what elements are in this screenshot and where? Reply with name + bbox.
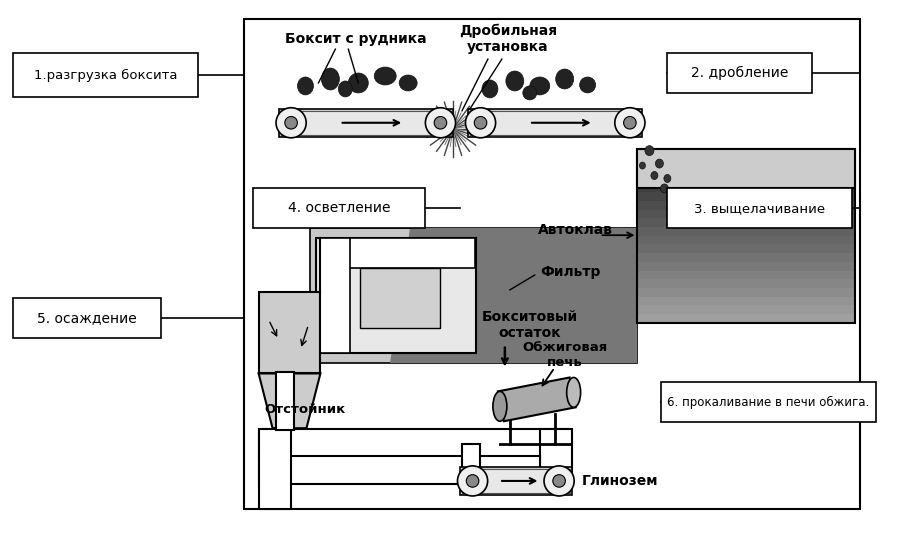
Text: 4. осветление: 4. осветление (288, 201, 391, 215)
Circle shape (544, 466, 574, 496)
Bar (258, 456, 539, 484)
Ellipse shape (482, 80, 498, 98)
Circle shape (465, 108, 495, 138)
Bar (638, 227, 855, 235)
Bar (14, 53, 198, 97)
Bar (258, 429, 568, 457)
Bar (360, 268, 440, 328)
Ellipse shape (493, 391, 507, 421)
Bar (321, 238, 475, 268)
Bar (311, 228, 638, 362)
Ellipse shape (348, 73, 369, 93)
Circle shape (285, 117, 298, 129)
Bar (638, 235, 855, 244)
Circle shape (425, 108, 456, 138)
Bar (638, 149, 855, 323)
Bar (14, 298, 161, 338)
Bar (638, 262, 855, 270)
Bar (278, 109, 453, 137)
Ellipse shape (529, 77, 550, 95)
Bar (638, 149, 855, 158)
Bar (539, 429, 572, 484)
Bar (638, 184, 855, 192)
Circle shape (466, 475, 479, 487)
Ellipse shape (298, 77, 313, 95)
Bar (638, 158, 855, 166)
Bar (276, 372, 293, 430)
Ellipse shape (505, 71, 524, 91)
Bar (468, 109, 642, 137)
Ellipse shape (322, 68, 339, 90)
Bar (638, 244, 855, 253)
Text: 5. осаждение: 5. осаждение (38, 311, 137, 325)
Circle shape (276, 108, 306, 138)
Polygon shape (258, 373, 321, 428)
Bar (667, 53, 811, 93)
Polygon shape (498, 378, 575, 421)
Circle shape (615, 108, 645, 138)
Bar (638, 296, 855, 305)
Ellipse shape (523, 86, 537, 100)
Circle shape (553, 475, 565, 487)
Ellipse shape (580, 77, 596, 93)
Ellipse shape (664, 174, 671, 183)
Bar (638, 305, 855, 314)
Text: Боксит с рудника: Боксит с рудника (285, 32, 426, 46)
Text: Дробильная
установка: Дробильная установка (459, 24, 557, 54)
Bar (638, 219, 855, 227)
Bar (638, 279, 855, 288)
Bar (662, 383, 876, 422)
Bar (638, 166, 855, 175)
Bar (258, 292, 321, 373)
Bar (280, 111, 451, 135)
Ellipse shape (338, 81, 352, 97)
Polygon shape (391, 228, 638, 362)
Bar (638, 201, 855, 210)
Text: Фильтр: Фильтр (539, 265, 600, 279)
Ellipse shape (645, 146, 654, 156)
Text: Глинозем: Глинозем (582, 474, 658, 488)
Circle shape (434, 117, 447, 129)
Text: Отстойник: Отстойник (265, 403, 346, 416)
Text: Обжиговая
печь: Обжиговая печь (522, 341, 607, 368)
Bar (667, 189, 852, 228)
Text: 1.разгрузка боксита: 1.разгрузка боксита (34, 69, 177, 82)
Bar (638, 175, 855, 184)
Ellipse shape (374, 67, 396, 85)
Ellipse shape (567, 378, 581, 407)
Bar (638, 149, 855, 189)
Bar (470, 111, 641, 135)
Bar (316, 238, 476, 353)
Bar (638, 314, 855, 323)
Text: Бокситовый
остаток: Бокситовый остаток (482, 310, 578, 340)
Text: 3. выщелачивание: 3. выщелачивание (694, 202, 825, 215)
Bar (321, 238, 350, 353)
Bar (460, 467, 572, 495)
Ellipse shape (655, 159, 664, 168)
Circle shape (624, 117, 636, 129)
Bar (638, 270, 855, 279)
Bar (253, 189, 425, 228)
Text: 6. прокаливание в печи обжига.: 6. прокаливание в печи обжига. (667, 396, 869, 409)
Ellipse shape (651, 172, 658, 179)
Ellipse shape (661, 184, 668, 193)
Bar (638, 192, 855, 201)
Text: Автоклав: Автоклав (538, 223, 613, 237)
Bar (638, 210, 855, 219)
Bar (638, 149, 855, 189)
Bar (462, 444, 480, 472)
Ellipse shape (556, 69, 573, 89)
Circle shape (458, 466, 488, 496)
Bar (462, 469, 570, 493)
Circle shape (474, 117, 487, 129)
Bar (258, 429, 290, 509)
Ellipse shape (399, 75, 417, 91)
Bar (638, 253, 855, 262)
Bar (244, 19, 860, 509)
Text: 2. дробление: 2. дробление (691, 66, 789, 80)
Bar (638, 288, 855, 296)
Ellipse shape (640, 162, 645, 169)
